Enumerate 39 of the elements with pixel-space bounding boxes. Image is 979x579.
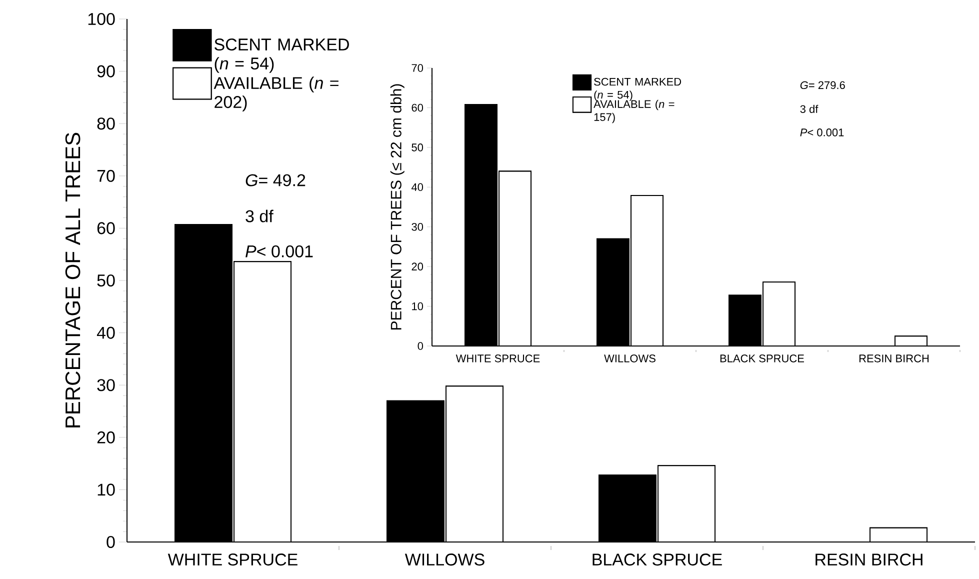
y-tick-label: 50: [97, 274, 115, 287]
y-tick-label: 80: [97, 118, 115, 130]
annotation: 3 df: [246, 210, 274, 222]
y-tick-label: 0: [418, 342, 424, 350]
y-tick-label: 20: [412, 262, 424, 270]
x-tick-label: WHITE SPRUCE: [456, 354, 540, 362]
x-tick-label: WHITE SPRUCE: [168, 554, 298, 566]
y-tick-label: 60: [97, 222, 115, 234]
y-tick-label: 70: [412, 64, 424, 72]
y-axis-title: PERCENTAGE OF ALL TREES: [65, 132, 80, 428]
y-tick-label: 0: [106, 536, 115, 548]
y-tick-label: 10: [412, 302, 424, 310]
legend-label: SCENT MARKED (n = 54): [214, 38, 349, 73]
text: AVAILABLE (n = 157): [594, 100, 674, 124]
y-axis-title: PERCENT OF TREES (≤ 22 cm dbh): [390, 84, 404, 330]
y-tick-label: 20: [97, 431, 115, 444]
annotation: P< 0.001: [800, 128, 844, 136]
x-tick-label: RESIN BIRCH: [859, 354, 929, 362]
annotation: G= 49.2: [246, 174, 306, 186]
y-tick-label: 40: [96, 326, 115, 339]
y-tick-label: 50: [412, 144, 424, 152]
y-tick-label: 10: [98, 484, 115, 496]
x-tick-label: BLACK SPRUCE: [592, 554, 722, 566]
y-tick-label: 30: [412, 222, 424, 231]
legend-label: SCENT MARKED (n = 54): [594, 78, 682, 101]
text: AVAILABLE (n = 202): [214, 76, 338, 112]
annotation: 3 df: [800, 104, 818, 113]
y-tick-label: 90: [97, 65, 115, 78]
y-tick-label: 60: [412, 104, 424, 112]
x-tick-label: RESIN BIRCH: [816, 554, 922, 566]
y-tick-label: 70: [97, 170, 115, 182]
annotation: P< 0.001: [246, 245, 313, 258]
x-tick-label: BLACK SPRUCE: [720, 354, 804, 362]
x-tick-label: WILLOWS: [604, 354, 656, 362]
x-tick-label: WILLOWS: [404, 554, 484, 566]
y-tick-label: 30: [97, 379, 115, 392]
y-tick-label: 100: [88, 12, 115, 26]
annotation: G= 279.6: [800, 81, 845, 90]
y-tick-label: 40: [411, 183, 424, 192]
